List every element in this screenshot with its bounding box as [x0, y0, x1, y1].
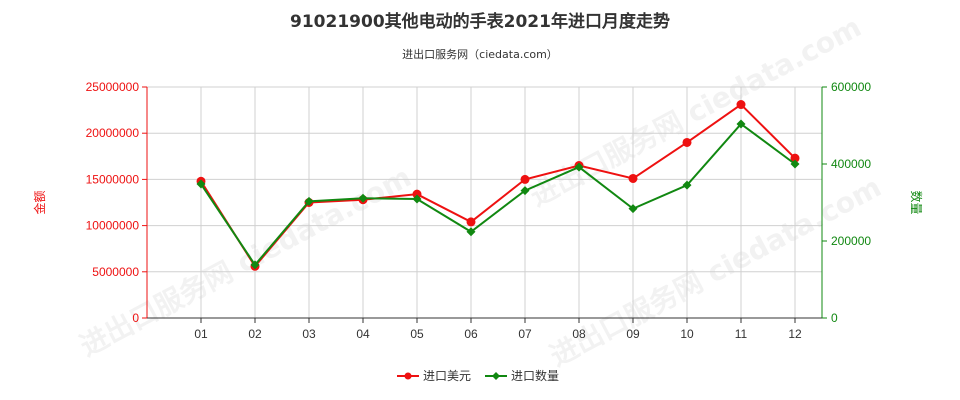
y-left-tick-label: 20000000 — [86, 126, 140, 140]
data-point-import-quantity — [358, 193, 368, 203]
data-point-import-quantity — [466, 227, 476, 237]
y-right-tick-label: 600000 — [831, 80, 871, 94]
data-point-import-usd — [628, 173, 638, 183]
watermark-layer: 进出口服务网 ciedata.com 进出口服务网 ciedata.com进出口服… — [75, 10, 887, 373]
chart-subtitle: 进出口服务网（ciedata.com） — [402, 47, 558, 61]
x-tick-label: 04 — [356, 327, 370, 341]
data-point-import-quantity — [412, 194, 422, 204]
data-point-import-usd — [790, 153, 800, 163]
legend-item-import-usd[interactable]: 进口美元 — [397, 369, 471, 383]
y-left-tick-label: 5000000 — [92, 265, 139, 279]
x-tick-label: 06 — [464, 327, 478, 341]
data-point-import-usd — [520, 174, 530, 184]
y-right-tick-label: 400000 — [831, 157, 871, 171]
data-point-import-quantity — [250, 260, 260, 270]
x-tick-label: 07 — [518, 327, 532, 341]
series-layer — [196, 100, 800, 271]
x-tick-label: 03 — [302, 327, 316, 341]
axes: 0 5000000 10000000 15000000 20000000 25000000… — [86, 80, 872, 341]
chart-title: 91021900其他电动的手表2021年进口月度走势 — [290, 11, 670, 32]
y-axis-right-label: 数量 — [909, 190, 924, 214]
data-point-import-usd — [682, 137, 692, 147]
legend-marker-import-quantity — [492, 372, 500, 380]
series-line-import-quantity — [200, 122, 796, 267]
legend-item-import-quantity[interactable]: 进口数量 — [485, 368, 559, 383]
y-left-tick-label: 25000000 — [86, 80, 140, 94]
data-point-import-quantity — [196, 179, 206, 189]
data-point-import-quantity — [790, 159, 800, 169]
grid-lines — [147, 86, 822, 319]
data-point-import-usd — [466, 217, 476, 227]
data-point-import-quantity — [520, 186, 530, 196]
legend: 进口美元 进口数量 — [397, 368, 559, 383]
y-left-tick-label: 0 — [132, 311, 139, 325]
data-point-import-quantity — [628, 204, 638, 214]
data-point-import-usd — [412, 189, 422, 199]
y-right-tick-label: 0 — [831, 311, 838, 325]
x-tick-label: 11 — [735, 327, 748, 341]
legend-label-import-quantity: 进口数量 — [511, 368, 559, 383]
y-left-tick-label: 15000000 — [86, 172, 140, 186]
x-tick-label: 08 — [572, 327, 586, 341]
data-point-import-quantity — [574, 162, 584, 172]
data-point-import-quantity — [736, 119, 746, 129]
x-tick-label: 09 — [626, 327, 640, 341]
x-tick-label: 02 — [248, 327, 262, 341]
y-axis-left-label: 金额 — [32, 190, 47, 214]
x-tick-label: 12 — [788, 327, 802, 341]
watermark-text: 进出口服务网 ciedata.com — [525, 10, 867, 213]
legend-marker-import-usd — [404, 372, 412, 380]
data-point-import-quantity — [304, 196, 314, 206]
y-right-tick-label: 200000 — [831, 234, 871, 248]
x-tick-label: 01 — [194, 327, 208, 341]
x-tick-label: 10 — [680, 327, 694, 341]
y-left-tick-label: 10000000 — [86, 219, 140, 233]
data-point-import-usd — [736, 100, 746, 110]
data-point-import-quantity — [682, 180, 692, 190]
legend-label-import-usd: 进口美元 — [423, 369, 471, 383]
x-tick-label: 05 — [410, 327, 424, 341]
